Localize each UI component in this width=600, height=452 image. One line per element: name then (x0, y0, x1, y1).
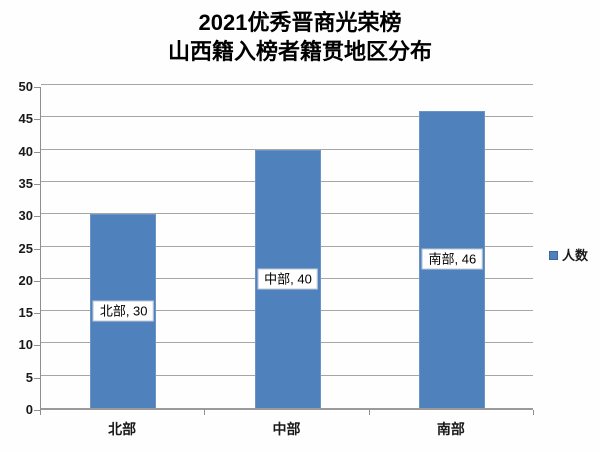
plot-area: 北部, 30 中部, 40 南部, 46 (40, 84, 533, 410)
x-axis-tick-mark (40, 410, 41, 415)
chart-title-line1: 2021优秀晋商光荣榜 (198, 10, 402, 35)
y-axis-tick-mark (34, 216, 40, 218)
bar-data-label: 南部, 46 (421, 248, 483, 270)
legend-series-label: 人数 (562, 248, 589, 263)
y-axis-tick-mark (34, 151, 40, 153)
y-axis-tick-mark (34, 280, 40, 282)
y-axis-tick-mark (34, 313, 40, 315)
x-axis-tick-mark (368, 410, 370, 415)
legend-series-marker-icon (549, 251, 558, 260)
chart-title: 2021优秀晋商光荣榜 山西籍入榜者籍贯地区分布 (0, 8, 600, 66)
x-axis-category-label: 中部 (272, 421, 301, 437)
y-axis-tick-label: 45 (18, 111, 33, 127)
y-axis-tick-label: 5 (25, 369, 33, 385)
bar-data-label: 中部, 40 (257, 268, 318, 290)
y-axis-tick-label: 40 (18, 143, 33, 159)
bar-data-label: 北部, 30 (92, 300, 154, 322)
x-axis-category-label: 北部 (108, 421, 137, 437)
x-axis-tick-mark (533, 410, 534, 415)
gridline (41, 148, 533, 150)
y-axis-tick-mark (34, 377, 40, 379)
y-axis-tick-label: 30 (18, 208, 33, 224)
y-axis-tick-mark (34, 119, 40, 121)
legend: 人数 (549, 249, 588, 262)
x-axis-category-label: 南部 (436, 421, 465, 437)
y-axis-tick-mark (34, 248, 40, 250)
y-axis-tick-label: 10 (18, 337, 33, 353)
y-axis-tick-mark (34, 183, 40, 185)
gridline (41, 84, 533, 85)
y-axis-tick-label: 25 (18, 240, 33, 256)
y-axis-tick-label: 0 (25, 402, 33, 417)
y-axis-tick-mark (34, 87, 40, 88)
y-axis-tick-label: 50 (18, 79, 33, 94)
y-axis-tick-label: 15 (18, 305, 33, 321)
y-axis-tick-label: 35 (18, 175, 33, 191)
chart-title-line2: 山西籍入榜者籍贯地区分布 (167, 39, 432, 64)
y-axis-tick-label: 20 (18, 272, 33, 288)
gridline (41, 116, 533, 118)
y-axis-tick-mark (34, 410, 40, 411)
y-axis-tick-mark (34, 345, 40, 347)
x-axis-tick-mark (204, 410, 206, 415)
